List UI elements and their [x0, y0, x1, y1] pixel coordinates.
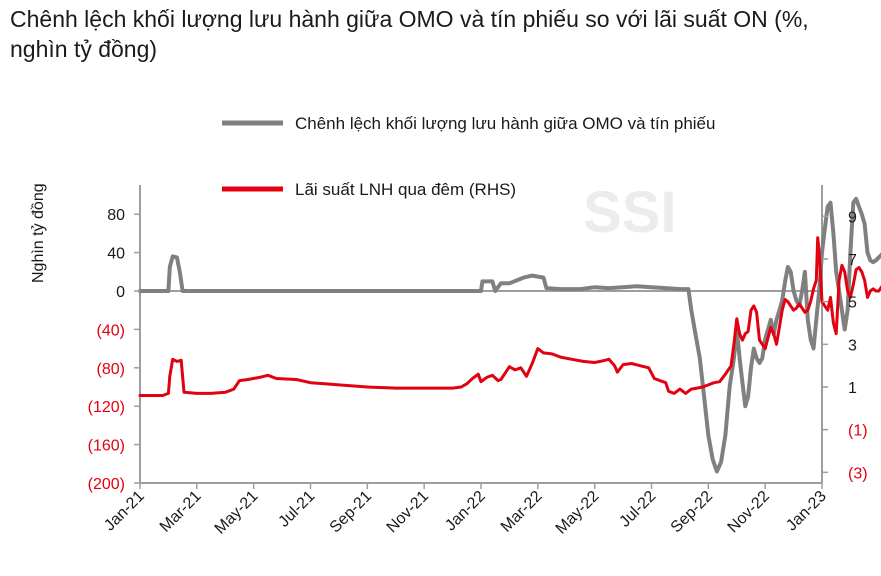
x-tick-label: Sep-21 — [327, 488, 376, 537]
watermark-text: SSI — [583, 180, 677, 245]
x-tick-label: Mar-21 — [157, 488, 205, 536]
x-tick-label: Jul-21 — [275, 488, 318, 531]
y-left-tick-label: (160) — [88, 438, 125, 455]
y-right-tick-label: 1 — [848, 380, 857, 397]
y-left-tick-label: (40) — [97, 322, 125, 339]
x-tick-label: Jan-23 — [783, 488, 830, 535]
x-tick-label: Jan-21 — [101, 488, 148, 535]
y-left-tick-label: 0 — [116, 284, 125, 301]
x-tick-label: Jul-22 — [616, 488, 659, 531]
x-tick-label: Jan-22 — [442, 488, 489, 535]
y-axis-left-label: Nghìn tỷ đồng — [30, 183, 47, 283]
series-line-1 — [138, 196, 881, 474]
y-right-tick-label: 3 — [848, 337, 857, 354]
x-tick-label: Nov-22 — [725, 488, 774, 537]
x-tick-label: May-22 — [553, 488, 603, 538]
legend-label-series-1: Chênh lệch khối lượng lưu hành giữa OMO … — [295, 114, 715, 133]
y-left-tick-label: (120) — [88, 399, 125, 416]
y-right-tick-label: 7 — [848, 252, 857, 269]
chart-title: Chênh lệch khối lượng lưu hành giữa OMO … — [10, 6, 809, 62]
x-tick-label: Mar-22 — [498, 488, 546, 536]
y-left-tick-label: 80 — [107, 207, 125, 224]
x-tick-label: Sep-22 — [668, 488, 717, 537]
legend-label-series-2: Lãi suất LNH qua đêm (RHS) — [295, 180, 516, 199]
y-right-tick-label: (3) — [848, 465, 868, 482]
y-left-tick-label: (200) — [88, 476, 125, 493]
y-left-tick-label: 40 — [107, 246, 125, 263]
x-tick-label: Nov-21 — [384, 488, 433, 537]
axes — [139, 185, 823, 484]
x-tick-label: May-21 — [212, 488, 262, 538]
y-right-tick-label: 5 — [848, 295, 857, 312]
legend: Chênh lệch khối lượng lưu hành giữa OMO … — [222, 114, 715, 199]
series-line-2 — [138, 236, 881, 397]
series-layer — [138, 196, 881, 474]
y-right-tick-label: (1) — [848, 423, 868, 440]
y-left-tick-label: (80) — [97, 361, 125, 378]
y-right-tick-label: 9 — [848, 209, 857, 226]
